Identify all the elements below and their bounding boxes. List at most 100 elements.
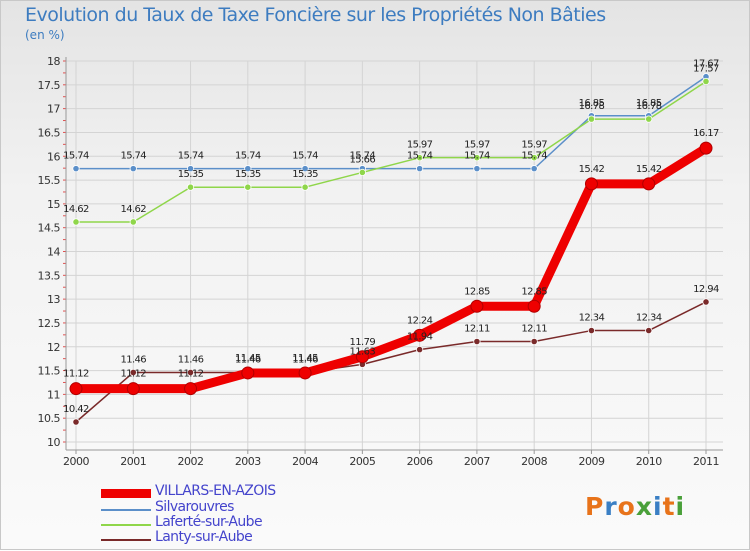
data-label-silvarouvres: 15.74 bbox=[63, 151, 89, 162]
data-label-silvarouvres: 15.74 bbox=[235, 151, 261, 162]
x-tick-label: 2000 bbox=[63, 455, 89, 468]
data-label-silvarouvres: 15.74 bbox=[521, 151, 547, 162]
data-label-laferte: 15.35 bbox=[235, 169, 261, 180]
data-label-villars: 11.12 bbox=[63, 369, 89, 380]
x-tick-label: 2008 bbox=[521, 455, 547, 468]
data-label-silvarouvres: 15.74 bbox=[178, 151, 204, 162]
data-labels-layer: 11.12 11.12 11.12 11.45 11.45 11.79 12.24 12.85… bbox=[63, 59, 719, 415]
data-label-lanty: 11.46 bbox=[292, 354, 318, 365]
x-tick-label: 2011 bbox=[693, 455, 719, 468]
legend-swatch-lanty bbox=[101, 539, 151, 541]
data-label-lanty: 11.46 bbox=[235, 354, 261, 365]
data-point-laferte bbox=[416, 154, 424, 162]
legend-swatch-silvarouvres bbox=[101, 509, 151, 511]
data-label-laferte: 14.62 bbox=[120, 204, 146, 215]
data-point-villars bbox=[699, 141, 713, 155]
data-label-villars: 11.45 bbox=[292, 353, 318, 364]
data-label-lanty: 12.11 bbox=[464, 324, 490, 335]
x-tick-label: 2009 bbox=[578, 455, 604, 468]
data-label-villars: 11.12 bbox=[178, 369, 204, 380]
data-label-villars: 15.42 bbox=[579, 164, 605, 175]
data-point-villars bbox=[413, 328, 427, 342]
data-point-lanty bbox=[645, 326, 653, 335]
logo-letter: i bbox=[675, 492, 686, 521]
data-point-laferte bbox=[244, 183, 252, 191]
data-label-laferte: 16.78 bbox=[636, 101, 662, 112]
series-line-silvarouvres bbox=[75, 75, 707, 170]
x-tick-label: 2003 bbox=[235, 455, 261, 468]
data-point-silvarouvres bbox=[416, 165, 424, 173]
data-point-villars bbox=[527, 299, 541, 313]
data-label-laferte: 15.97 bbox=[464, 140, 490, 151]
data-point-lanty bbox=[530, 337, 538, 346]
data-label-silvarouvres: 15.74 bbox=[292, 151, 318, 162]
y-tick-label: 10 bbox=[47, 436, 60, 449]
series-villars bbox=[69, 141, 713, 396]
data-point-lanty bbox=[186, 368, 195, 377]
series-silvarouvres bbox=[72, 73, 710, 173]
y-tick-label: 18 bbox=[47, 55, 60, 68]
logo-letter: i bbox=[653, 492, 663, 521]
grid-lines bbox=[66, 60, 723, 450]
series-line-lanty bbox=[75, 301, 707, 423]
data-label-laferte: 14.62 bbox=[63, 204, 89, 215]
data-point-laferte bbox=[473, 154, 481, 162]
data-point-lanty bbox=[416, 346, 424, 354]
x-tick-label: 2007 bbox=[464, 455, 490, 468]
data-label-lanty: 11.46 bbox=[120, 354, 146, 365]
legend-swatch-laferte bbox=[101, 524, 151, 526]
series-lanty bbox=[72, 298, 710, 426]
y-tick-label: 17 bbox=[47, 103, 60, 116]
data-label-lanty: 12.34 bbox=[579, 313, 605, 324]
y-tick-label: 13 bbox=[47, 293, 60, 306]
x-tick-label: 2005 bbox=[349, 455, 375, 468]
series-line-laferte bbox=[75, 80, 707, 223]
data-point-lanty bbox=[587, 326, 596, 335]
data-point-villars bbox=[470, 299, 484, 313]
data-point-silvarouvres bbox=[473, 165, 481, 173]
data-point-villars bbox=[69, 382, 83, 396]
data-label-silvarouvres: 15.74 bbox=[120, 151, 146, 162]
data-point-lanty bbox=[702, 298, 710, 306]
data-label-lanty: 10.42 bbox=[63, 404, 89, 415]
data-point-laferte bbox=[587, 115, 596, 123]
legend-label-villars: VILLARS-EN-AZOIS bbox=[155, 483, 276, 499]
data-point-villars bbox=[126, 382, 140, 396]
data-label-lanty: 11.94 bbox=[407, 332, 433, 343]
chart-title: Evolution du Taux de Taxe Foncière sur l… bbox=[25, 4, 606, 26]
y-tick-label: 14 bbox=[47, 246, 60, 259]
data-label-villars: 16.17 bbox=[693, 128, 719, 139]
y-tick-label: 11 bbox=[47, 388, 60, 401]
logo-letter: r bbox=[604, 492, 618, 521]
data-point-silvarouvres bbox=[72, 165, 80, 173]
series-layer bbox=[69, 73, 713, 426]
series-laferte bbox=[72, 77, 710, 226]
y-tick-label: 15.5 bbox=[38, 174, 61, 187]
data-label-silvarouvres: 15.74 bbox=[407, 151, 433, 162]
y-tick-label: 13.5 bbox=[38, 269, 61, 282]
data-label-silvarouvres: 16.85 bbox=[636, 98, 662, 109]
data-point-laferte bbox=[358, 168, 366, 177]
y-tick-label: 11.5 bbox=[38, 365, 61, 378]
x-tick-label: 2004 bbox=[292, 455, 318, 468]
legend-swatch-villars bbox=[101, 489, 151, 498]
data-point-silvarouvres bbox=[530, 165, 538, 173]
data-label-villars: 11.79 bbox=[350, 337, 376, 348]
data-point-lanty bbox=[72, 418, 80, 426]
data-point-laferte bbox=[645, 115, 653, 123]
logo-letter: t bbox=[662, 492, 676, 521]
data-point-silvarouvres bbox=[186, 165, 195, 173]
data-point-villars bbox=[355, 350, 369, 364]
legend-label-laferte: Laferté-sur-Aube bbox=[155, 514, 263, 530]
data-label-laferte: 17.57 bbox=[693, 63, 719, 74]
data-label-laferte: 15.35 bbox=[292, 169, 318, 180]
data-point-laferte bbox=[301, 183, 309, 191]
data-point-silvarouvres bbox=[129, 165, 137, 173]
logo-letter: o bbox=[617, 492, 636, 521]
x-tick-label: 2010 bbox=[636, 455, 662, 468]
data-label-laferte: 15.66 bbox=[350, 154, 376, 165]
data-point-villars bbox=[241, 366, 255, 380]
axes: 10 10.5 11 11.5 12 12.5 13 13.5 14 14.5 15 15.5 16 16… bbox=[38, 55, 723, 468]
data-label-laferte: 15.97 bbox=[521, 140, 547, 151]
logo-letter: x bbox=[635, 492, 653, 521]
